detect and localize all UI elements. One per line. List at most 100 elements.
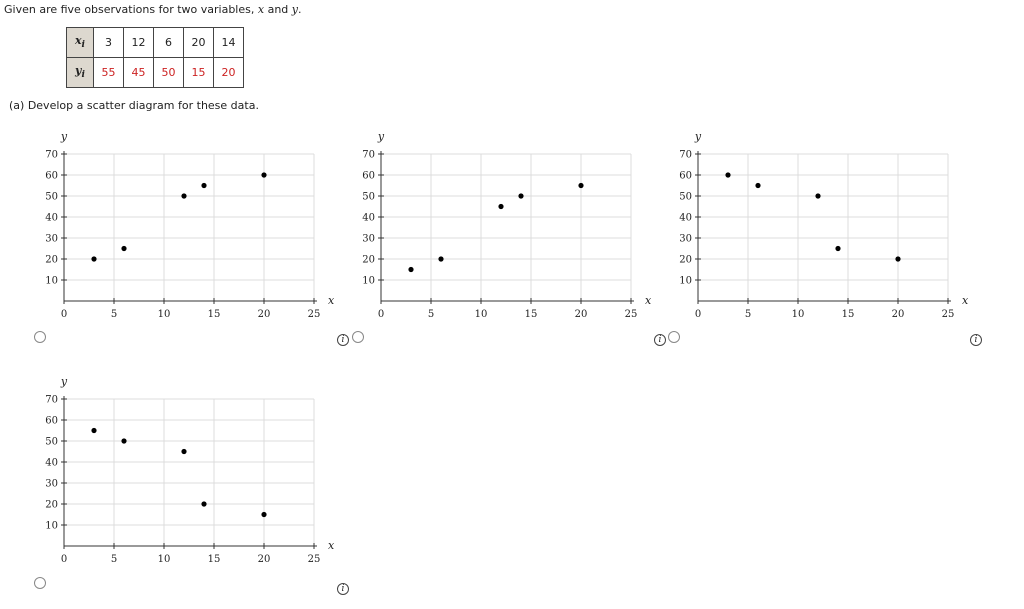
y-tick-label: 70 xyxy=(45,395,58,406)
x-tick-label: 15 xyxy=(208,554,221,565)
y-tick-label: 40 xyxy=(45,213,58,224)
y-tick-label: 60 xyxy=(362,171,375,182)
x-tick-label: 25 xyxy=(942,309,955,320)
scatter-plot-option-1: 10 20 30 40 50 60 70 0 5 10 15 20 25 x y xyxy=(30,120,340,320)
x-tick-label: 0 xyxy=(378,309,384,320)
data-point xyxy=(815,193,821,199)
x-tick-label: 20 xyxy=(892,309,905,320)
radio-option-3[interactable] xyxy=(668,331,680,343)
y-tick-label: 20 xyxy=(362,255,375,266)
x-value-cell: 14 xyxy=(213,27,244,58)
data-point xyxy=(835,245,841,252)
data-point xyxy=(181,193,187,199)
y-value-cell: 50 xyxy=(153,57,184,88)
y-tick-label: 10 xyxy=(45,521,58,532)
x-axis-label: x xyxy=(328,539,335,552)
data-point xyxy=(201,501,207,507)
scatter-svg: 10 20 30 40 50 60 70 0 5 10 15 20 25 x y xyxy=(679,130,969,320)
y-tick-label: 50 xyxy=(362,192,375,203)
data-point xyxy=(578,182,584,189)
data-point xyxy=(261,511,267,518)
x-tick-label: 5 xyxy=(111,309,117,320)
y-header: yi xyxy=(66,57,94,88)
y-tick-label: 20 xyxy=(679,255,692,266)
x-value-cell: 20 xyxy=(183,27,214,58)
y-tick-label: 70 xyxy=(679,150,692,161)
x-tick-label: 25 xyxy=(308,309,321,320)
y-tick-label: 20 xyxy=(45,500,58,511)
intro-suffix: . xyxy=(298,3,302,16)
radio-option-2[interactable] xyxy=(352,331,364,343)
x-tick-label: 10 xyxy=(792,309,805,320)
data-point xyxy=(518,193,524,199)
x-header: xi xyxy=(66,27,94,58)
x-tick-label: 25 xyxy=(625,309,638,320)
x-tick-label: 15 xyxy=(842,309,855,320)
data-point xyxy=(121,438,127,444)
observations-table: xi 3 12 6 20 14 yi 55 45 50 15 20 xyxy=(66,27,244,88)
y-tick-label: 50 xyxy=(45,437,58,448)
data-point xyxy=(498,203,504,210)
y-tick-label: 50 xyxy=(45,192,58,203)
scatter-plot-option-2: 10 20 30 40 50 60 70 0 5 10 15 20 25 x y xyxy=(347,120,657,320)
y-tick-label: 60 xyxy=(45,171,58,182)
variable-y: y xyxy=(291,3,298,16)
y-value-cell: 45 xyxy=(123,57,154,88)
data-point xyxy=(895,256,901,262)
radio-option-4[interactable] xyxy=(34,577,46,589)
scatter-svg: 10 20 30 40 50 60 70 0 5 10 15 20 25 x y xyxy=(45,375,335,565)
radio-option-1[interactable] xyxy=(34,331,46,343)
x-tick-label: 10 xyxy=(475,309,488,320)
x-tick-label: 5 xyxy=(745,309,751,320)
info-icon[interactable]: i xyxy=(337,334,349,346)
x-value-cell: 3 xyxy=(93,27,124,58)
y-tick-label: 70 xyxy=(45,150,58,161)
y-value-cell: 20 xyxy=(213,57,244,88)
data-point xyxy=(755,182,761,189)
x-value-cell: 12 xyxy=(123,27,154,58)
intro-prefix: Given are five observations for two vari… xyxy=(4,3,258,16)
y-tick-label: 20 xyxy=(45,255,58,266)
data-point xyxy=(201,182,207,189)
y-axis-label: y xyxy=(694,130,702,143)
info-icon[interactable]: i xyxy=(970,334,982,346)
y-tick-label: 30 xyxy=(679,234,692,245)
y-tick-label: 50 xyxy=(679,192,692,203)
data-point xyxy=(725,172,731,178)
x-tick-label: 20 xyxy=(258,554,271,565)
x-tick-label: 5 xyxy=(428,309,434,320)
data-point xyxy=(261,172,267,178)
y-tick-label: 70 xyxy=(362,150,375,161)
scatter-plot-option-3: 10 20 30 40 50 60 70 0 5 10 15 20 25 x y xyxy=(664,120,974,320)
y-axis-label: y xyxy=(60,130,68,143)
data-point xyxy=(438,256,444,262)
x-tick-label: 0 xyxy=(695,309,701,320)
question-a: (a) Develop a scatter diagram for these … xyxy=(9,99,259,112)
y-tick-label: 60 xyxy=(45,416,58,427)
x-tick-label: 10 xyxy=(158,554,171,565)
scatter-plot-option-4: 10 20 30 40 50 60 70 0 5 10 15 20 25 x y xyxy=(30,365,340,565)
y-tick-label: 10 xyxy=(45,276,58,287)
info-icon[interactable]: i xyxy=(337,583,349,595)
x-tick-label: 0 xyxy=(61,554,67,565)
x-tick-label: 5 xyxy=(111,554,117,565)
y-value-cell: 15 xyxy=(183,57,214,88)
x-row: xi 3 12 6 20 14 xyxy=(66,27,244,58)
x-tick-label: 20 xyxy=(258,309,271,320)
x-tick-label: 0 xyxy=(61,309,67,320)
data-point xyxy=(408,266,414,273)
y-tick-label: 40 xyxy=(679,213,692,224)
y-tick-label: 40 xyxy=(45,458,58,469)
data-point xyxy=(121,245,127,252)
y-tick-label: 40 xyxy=(362,213,375,224)
y-tick-label: 30 xyxy=(45,234,58,245)
y-axis-label: y xyxy=(377,130,385,143)
variable-x: x xyxy=(257,3,265,16)
x-tick-label: 20 xyxy=(575,309,588,320)
info-icon[interactable]: i xyxy=(654,334,666,346)
x-value-cell: 6 xyxy=(153,27,184,58)
y-tick-label: 60 xyxy=(679,171,692,182)
problem-statement: Given are five observations for two vari… xyxy=(4,3,302,16)
y-tick-label: 30 xyxy=(45,479,58,490)
x-tick-label: 25 xyxy=(308,554,321,565)
